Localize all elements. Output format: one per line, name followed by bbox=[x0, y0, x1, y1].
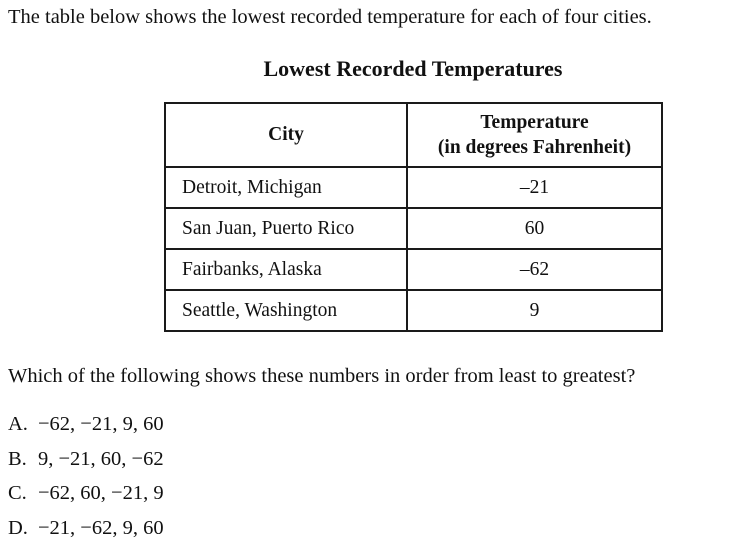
temperature-cell: –21 bbox=[406, 166, 663, 209]
answer-choices: A. −62, −21, 9, 60 B. 9, −21, 60, −62 C. −6… bbox=[8, 410, 164, 548]
choice-letter: D. bbox=[8, 516, 28, 539]
choice-letter: C. bbox=[8, 482, 27, 504]
choice-letter: A. bbox=[8, 413, 28, 435]
choice-text: −21, −62, 9, 60 bbox=[38, 516, 164, 539]
column-header-city: City bbox=[164, 102, 408, 168]
question-text: Which of the following shows these numbe… bbox=[8, 365, 636, 387]
temperature-cell: 60 bbox=[406, 207, 663, 250]
answer-choice-c[interactable]: C. −62, 60, −21, 9 bbox=[8, 479, 164, 514]
column-header-temperature-line1: Temperature bbox=[480, 111, 589, 133]
city-cell: Seattle, Washington bbox=[164, 289, 408, 332]
city-cell: Detroit, Michigan bbox=[164, 166, 408, 209]
table-header-row: City Temperature (in degrees Fahrenheit) bbox=[164, 102, 663, 168]
temperature-table: City Temperature (in degrees Fahrenheit)… bbox=[164, 102, 663, 332]
answer-choice-d[interactable]: D. −21, −62, 9, 60 bbox=[8, 514, 164, 549]
column-header-temperature: Temperature (in degrees Fahrenheit) bbox=[406, 102, 663, 168]
column-header-temperature-line2: (in degrees Fahrenheit) bbox=[437, 137, 632, 158]
answer-choice-a[interactable]: A. −62, −21, 9, 60 bbox=[8, 410, 164, 445]
table-row: Detroit, Michigan –21 bbox=[164, 166, 663, 209]
table-title: Lowest Recorded Temperatures bbox=[263, 56, 563, 81]
choice-text: 9, −21, 60, −62 bbox=[38, 447, 164, 470]
table-row: San Juan, Puerto Rico 60 bbox=[164, 207, 663, 250]
temperature-cell: –62 bbox=[406, 248, 663, 291]
city-cell: Fairbanks, Alaska bbox=[164, 248, 408, 291]
intro-text: The table below shows the lowest recorde… bbox=[8, 6, 652, 28]
city-cell: San Juan, Puerto Rico bbox=[164, 207, 408, 250]
choice-text: −62, −21, 9, 60 bbox=[38, 413, 164, 435]
table-row: Fairbanks, Alaska –62 bbox=[164, 248, 663, 291]
table-row: Seattle, Washington 9 bbox=[164, 289, 663, 332]
temperature-cell: 9 bbox=[406, 289, 663, 332]
choice-letter: B. bbox=[8, 447, 27, 470]
answer-choice-b[interactable]: B. 9, −21, 60, −62 bbox=[8, 445, 164, 480]
choice-text: −62, 60, −21, 9 bbox=[38, 482, 164, 504]
